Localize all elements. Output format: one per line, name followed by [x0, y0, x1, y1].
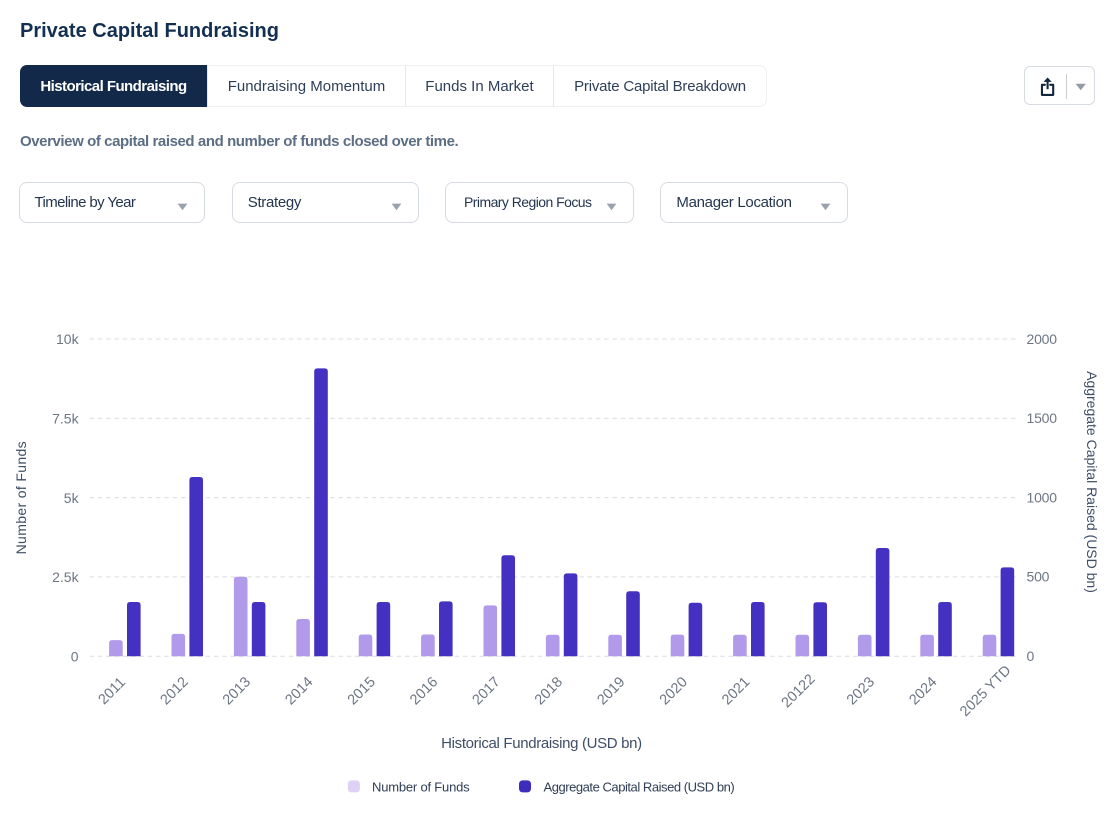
svg-text:2025 YTD: 2025 YTD	[957, 663, 1014, 720]
svg-text:2023: 2023	[844, 674, 878, 708]
svg-text:2012: 2012	[158, 674, 192, 708]
svg-text:2024: 2024	[906, 674, 940, 708]
svg-text:2013: 2013	[220, 674, 254, 708]
svg-text:2021: 2021	[719, 674, 753, 708]
svg-text:10k: 10k	[56, 331, 80, 347]
svg-text:2014: 2014	[282, 674, 316, 708]
svg-text:2016: 2016	[407, 674, 441, 708]
svg-text:2018: 2018	[532, 674, 566, 708]
svg-text:1500: 1500	[1027, 410, 1058, 426]
svg-text:5k: 5k	[64, 490, 80, 506]
svg-text:500: 500	[1027, 569, 1050, 585]
svg-text:Number of Funds: Number of Funds	[372, 780, 470, 795]
svg-text:2015: 2015	[345, 674, 379, 708]
svg-text:2019: 2019	[594, 674, 628, 708]
svg-text:0: 0	[71, 648, 79, 664]
svg-text:20122: 20122	[779, 671, 819, 711]
svg-text:2.5k: 2.5k	[52, 569, 79, 585]
svg-text:2020: 2020	[657, 674, 691, 708]
svg-text:0: 0	[1027, 648, 1035, 664]
svg-text:Historical Fundraising (USD bn: Historical Fundraising (USD bn)	[441, 735, 642, 752]
svg-text:Number of Funds: Number of Funds	[13, 441, 29, 554]
svg-text:2000: 2000	[1027, 331, 1058, 347]
svg-text:2011: 2011	[96, 675, 129, 708]
svg-text:Aggregate Capital Raised (USD: Aggregate Capital Raised (USD bn)	[1084, 371, 1100, 593]
svg-text:Aggregate Capital Raised (USD: Aggregate Capital Raised (USD bn)	[544, 780, 735, 795]
svg-text:7.5k: 7.5k	[52, 411, 79, 427]
svg-text:1000: 1000	[1027, 489, 1058, 505]
svg-text:2017: 2017	[470, 674, 504, 708]
